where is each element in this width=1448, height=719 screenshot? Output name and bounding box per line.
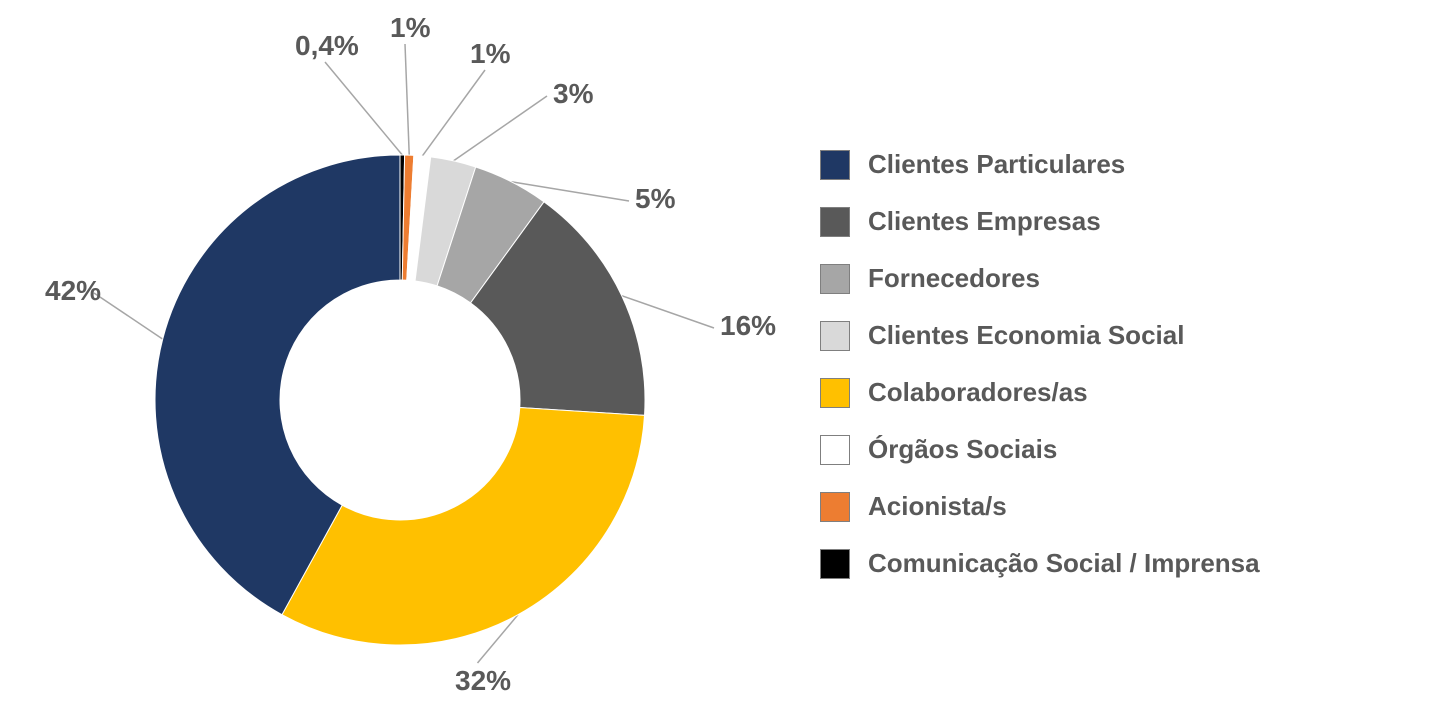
chart-container: 0,4% 1% 1% 3% 5% 16% 32% 42% Clientes Particula… xyxy=(0,0,1448,714)
legend-label: Clientes Particulares xyxy=(868,149,1125,180)
legend-swatch xyxy=(820,321,850,351)
slice-label: 1% xyxy=(390,12,430,44)
legend-item: Clientes Empresas xyxy=(820,206,1260,237)
legend-swatch xyxy=(820,264,850,294)
slice-leader-line xyxy=(422,70,485,156)
legend-label: Clientes Economia Social xyxy=(868,320,1184,351)
legend-label: Acionista/s xyxy=(868,491,1007,522)
slice-label: 0,4% xyxy=(295,30,359,62)
legend-label: Clientes Empresas xyxy=(868,206,1101,237)
legend-swatch xyxy=(820,378,850,408)
legend-item: Comunicação Social / Imprensa xyxy=(820,548,1260,579)
legend-swatch xyxy=(820,207,850,237)
donut-chart-area: 0,4% 1% 1% 3% 5% 16% 32% 42% xyxy=(0,0,800,714)
slice-leader-line xyxy=(325,62,402,155)
slice-leader-line xyxy=(405,44,409,155)
donut-slice xyxy=(282,408,645,645)
legend-swatch xyxy=(820,150,850,180)
slice-label: 16% xyxy=(720,310,776,342)
legend-item: Colaboradores/as xyxy=(820,377,1260,408)
legend-swatch xyxy=(820,549,850,579)
slice-leader-line xyxy=(622,296,714,328)
slice-label: 32% xyxy=(455,665,511,697)
legend-label: Comunicação Social / Imprensa xyxy=(868,548,1260,579)
legend-label: Fornecedores xyxy=(868,263,1040,294)
legend-item: Acionista/s xyxy=(820,491,1260,522)
slice-label: 5% xyxy=(635,183,675,215)
legend-swatch xyxy=(820,492,850,522)
legend-item: Órgãos Sociais xyxy=(820,434,1260,465)
legend-swatch xyxy=(820,435,850,465)
slice-leader-line xyxy=(94,293,163,339)
slice-label: 1% xyxy=(470,38,510,70)
donut-chart-svg xyxy=(0,0,800,714)
slice-label: 3% xyxy=(553,78,593,110)
legend-label: Colaboradores/as xyxy=(868,377,1088,408)
legend-label: Órgãos Sociais xyxy=(868,434,1057,465)
legend-item: Clientes Economia Social xyxy=(820,320,1260,351)
chart-legend: Clientes Particulares Clientes Empresas Fo… xyxy=(800,109,1260,605)
slice-label: 42% xyxy=(45,275,101,307)
legend-item: Fornecedores xyxy=(820,263,1260,294)
legend-item: Clientes Particulares xyxy=(820,149,1260,180)
slice-leader-line xyxy=(453,96,547,161)
